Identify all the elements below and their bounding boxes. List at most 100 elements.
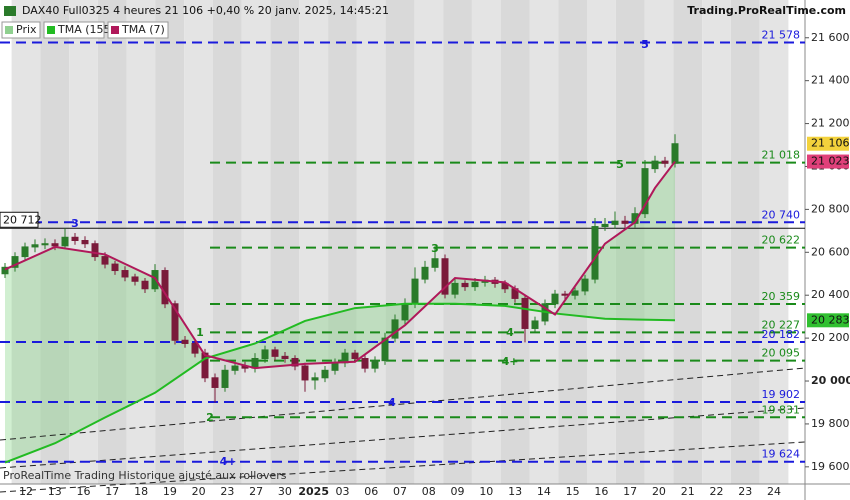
candle-body <box>61 236 69 247</box>
candle-body <box>21 246 29 258</box>
level-label: 20 622 <box>762 234 801 247</box>
price-tag <box>807 313 849 328</box>
day-stripe <box>558 0 588 484</box>
x-tick-label: 13 <box>48 485 62 498</box>
header-title: DAX40 Full0325 4 heures 21 106 +0,40 % 2… <box>22 4 389 17</box>
x-tick-label: 16 <box>77 485 91 498</box>
level-label: 21 018 <box>762 149 801 162</box>
candle-body <box>671 143 679 164</box>
day-stripe <box>97 0 127 484</box>
candle-body <box>391 319 399 339</box>
candle-body <box>561 293 569 296</box>
candle-body <box>1 266 9 275</box>
day-stripe <box>615 0 645 484</box>
x-tick-label: 20 <box>192 485 206 498</box>
day-stripe <box>414 0 444 484</box>
y-tick-label: 21 600 <box>811 31 850 44</box>
y-tick-label: 19 800 <box>811 417 850 430</box>
annotation: 4+ <box>220 455 237 468</box>
day-stripe <box>356 0 386 484</box>
candle-body <box>211 377 219 388</box>
x-axis-panel <box>0 484 850 500</box>
level-label: 20 227 <box>762 318 801 331</box>
candle-body <box>421 266 429 280</box>
x-tick-label: 13 <box>508 485 522 498</box>
candle-body <box>141 280 149 290</box>
x-tick-label: 24 <box>767 485 781 498</box>
candle-body <box>461 282 469 288</box>
day-stripe <box>385 0 415 484</box>
x-tick-label: 08 <box>422 485 436 498</box>
candle-body <box>571 290 579 296</box>
candle-body <box>71 236 79 241</box>
level-label: 19 624 <box>762 448 801 461</box>
legend-swatch <box>5 26 13 34</box>
header-icon <box>4 6 16 16</box>
candle-body <box>181 339 189 344</box>
annotation: 4+ <box>502 355 519 368</box>
annotation: 3 <box>431 242 439 255</box>
candle-body <box>321 369 329 379</box>
candle-body <box>361 357 369 369</box>
ma-line <box>4 302 676 464</box>
legend-box <box>43 21 105 39</box>
candle-body <box>411 278 419 305</box>
x-tick-label: 17 <box>105 485 119 498</box>
day-stripe <box>11 0 41 484</box>
level-label: 19 902 <box>762 388 801 401</box>
price-tag-label: 21 106 <box>811 137 850 150</box>
level-label: 20 182 <box>762 328 801 341</box>
x-tick-label: 23 <box>220 485 234 498</box>
y-tick-label: 20 800 <box>811 202 850 215</box>
candle-body <box>311 377 319 381</box>
candle-body <box>261 349 269 359</box>
annotation: 3 <box>71 217 79 230</box>
x-tick-label: 16 <box>594 485 608 498</box>
candle-body <box>101 256 109 265</box>
y-tick-label: 21 200 <box>811 117 850 130</box>
x-tick-label: 2025 <box>298 485 329 498</box>
x-tick-label: 07 <box>393 485 407 498</box>
level-label: 20 740 <box>762 208 801 221</box>
candle-body <box>291 357 299 367</box>
y-tick-label: 20 200 <box>811 331 850 344</box>
candle-body <box>51 243 59 247</box>
candle-body <box>161 270 169 305</box>
candle-body <box>281 355 289 359</box>
day-stripe <box>500 0 530 484</box>
x-tick-label: 19 <box>163 485 177 498</box>
candle-body <box>591 226 599 280</box>
candle-body <box>531 320 539 329</box>
price-tag-label: 20 283 <box>811 313 850 326</box>
day-stripe <box>702 0 731 484</box>
x-tick-label: 06 <box>364 485 378 498</box>
x-tick-label: 23 <box>738 485 752 498</box>
candle-body <box>111 263 119 272</box>
day-stripe <box>644 0 674 484</box>
candle-body <box>471 281 479 288</box>
x-tick-label: 18 <box>134 485 148 498</box>
day-stripe <box>213 0 242 484</box>
candle-body <box>351 352 359 359</box>
candle-body <box>331 362 339 371</box>
day-stripe <box>328 0 357 484</box>
header-site: Trading.ProRealTime.com <box>687 4 846 17</box>
candle-body <box>451 282 459 295</box>
annotation: 2 <box>206 411 214 424</box>
day-stripe <box>529 0 559 484</box>
x-tick-label: 15 <box>566 485 580 498</box>
candle-body <box>81 239 89 245</box>
axis-panel <box>805 0 850 500</box>
candle-body <box>401 303 409 321</box>
candle-body <box>621 220 629 224</box>
candle-body <box>641 168 649 215</box>
ma-line <box>4 160 676 370</box>
annotation: 4 <box>388 396 396 409</box>
level-label: 21 578 <box>762 28 801 41</box>
legend-label: TMA (7) <box>121 23 165 36</box>
candle-body <box>271 349 279 357</box>
day-stripe <box>241 0 271 484</box>
x-tick-label: 20 <box>652 485 666 498</box>
level-label: 19 831 <box>762 403 801 416</box>
price-tag <box>807 154 849 169</box>
